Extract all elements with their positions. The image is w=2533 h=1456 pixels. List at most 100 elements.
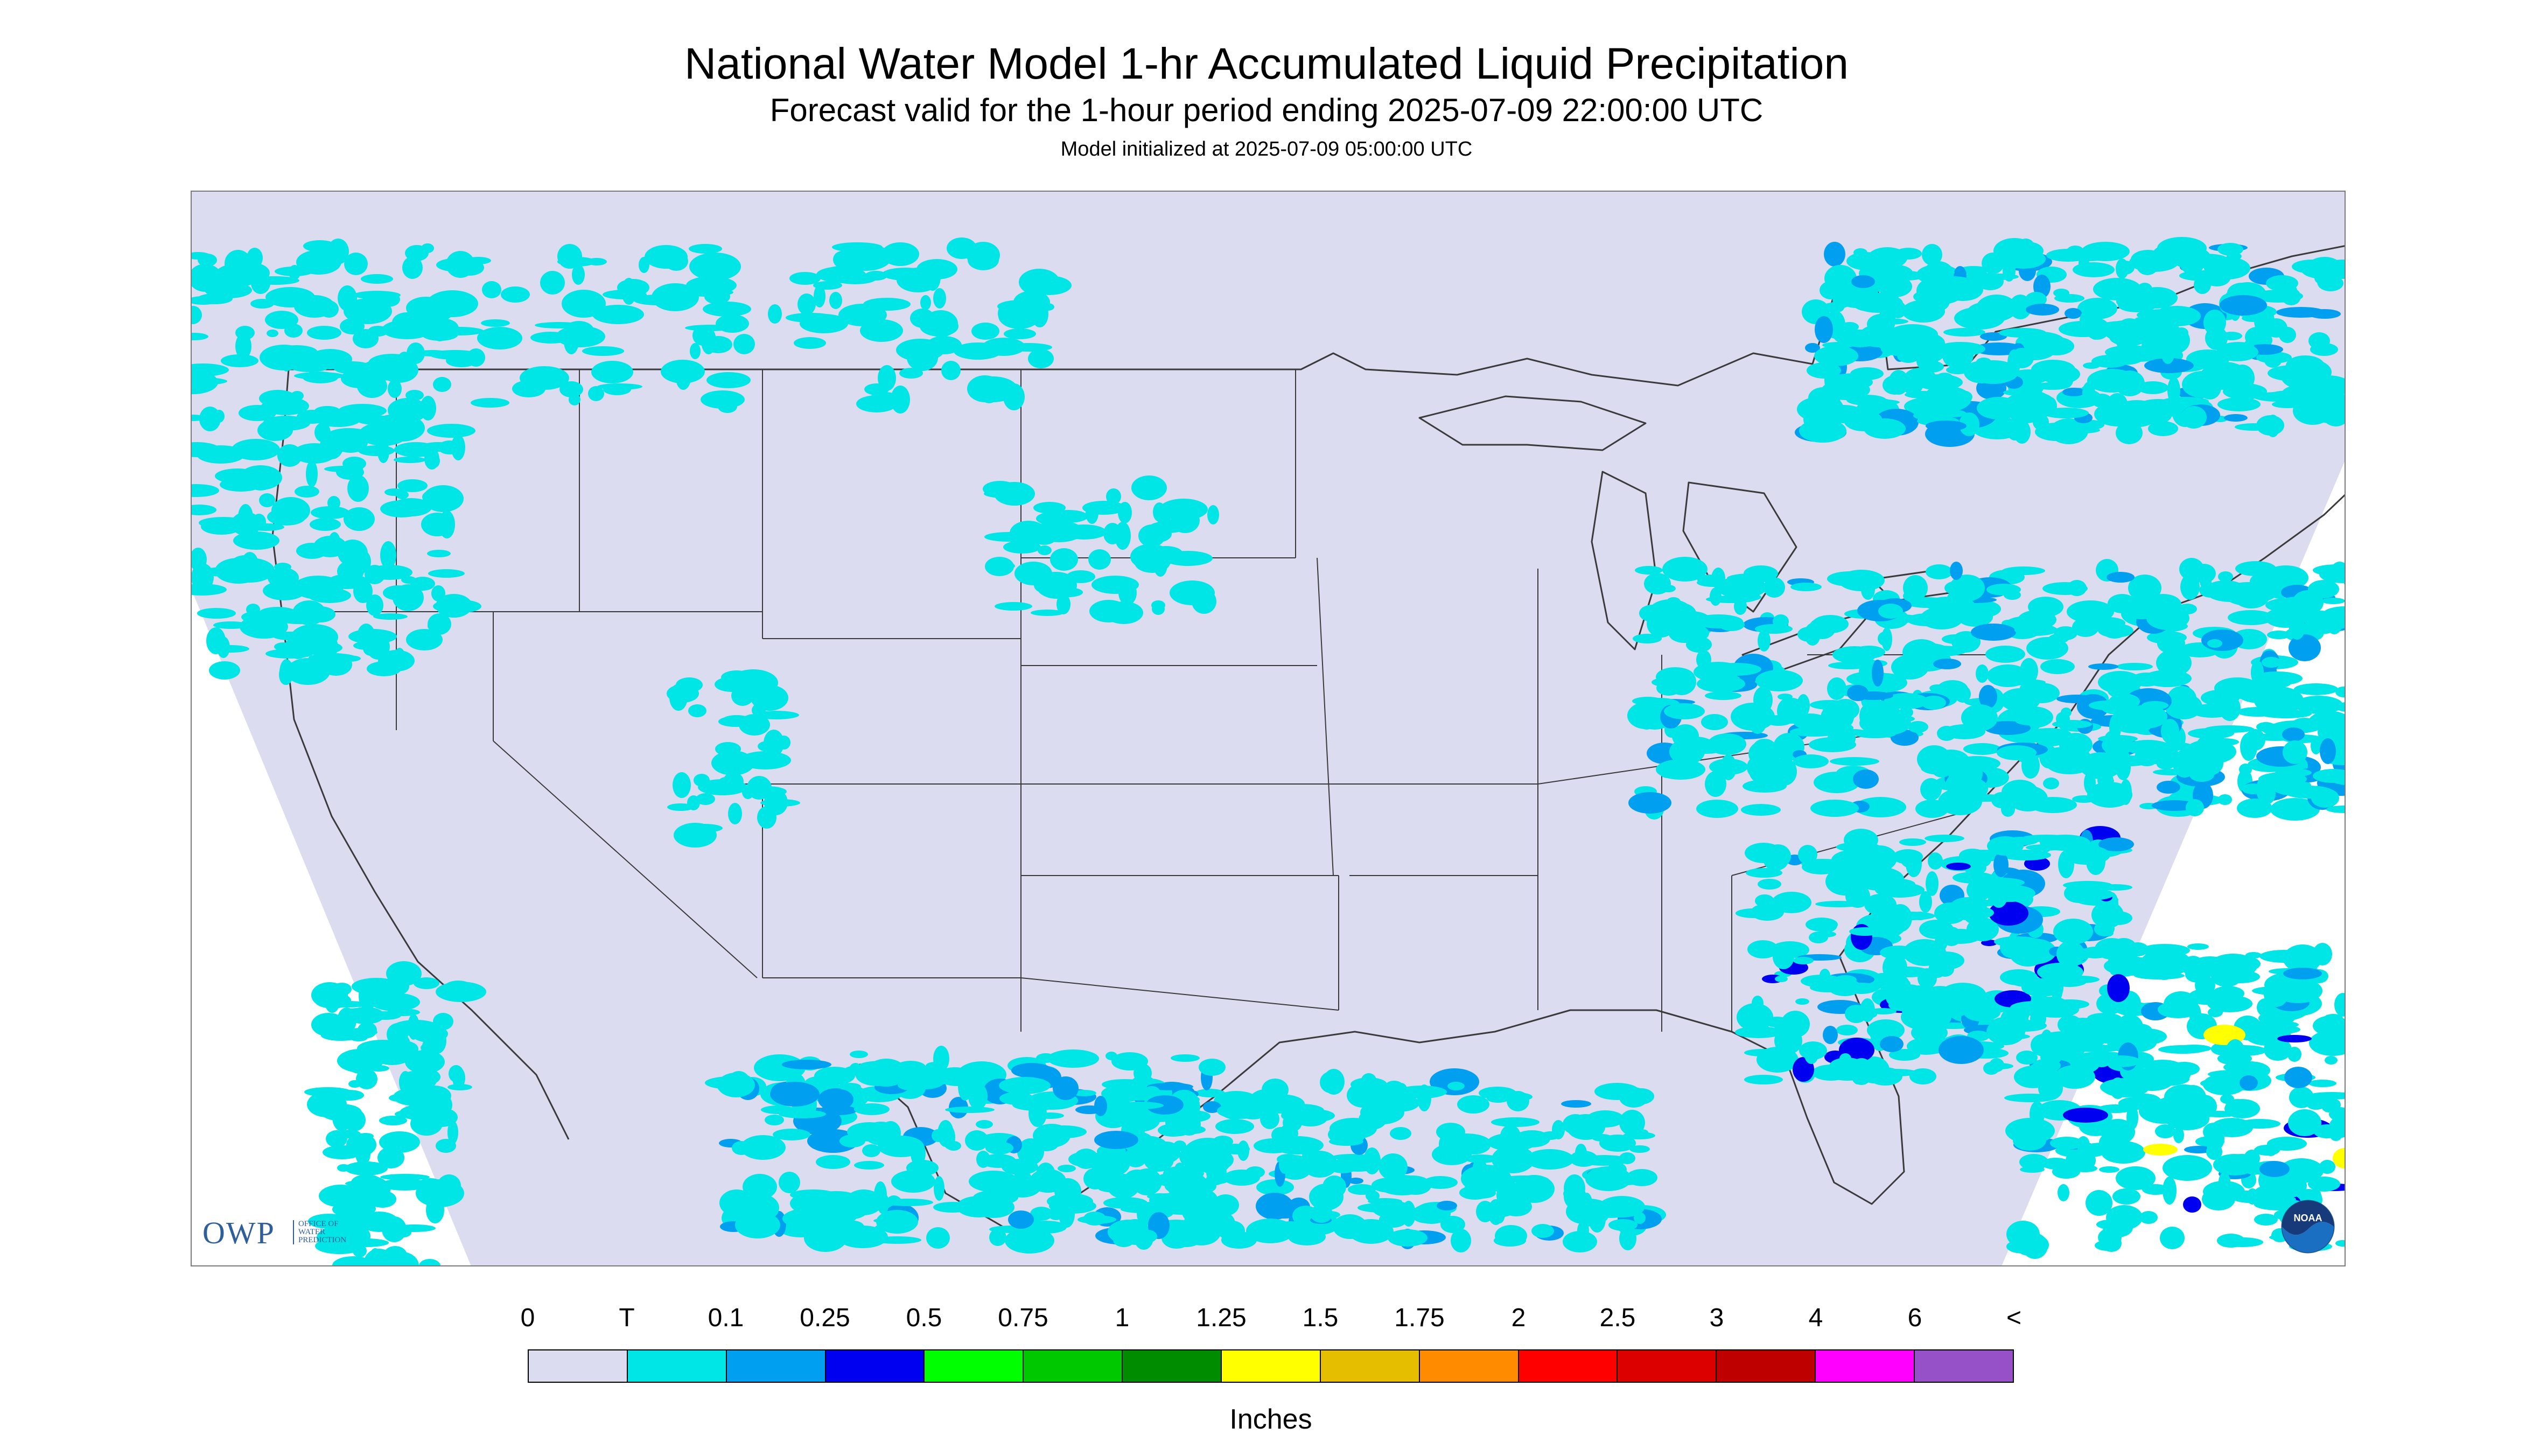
precip-cell <box>1531 1224 1554 1238</box>
precip-cell <box>2052 1165 2080 1179</box>
precip-cell <box>920 295 931 310</box>
precip-cell <box>367 565 412 580</box>
precip-cell <box>1094 1131 1138 1149</box>
precip-cell <box>2124 417 2143 427</box>
precip-cell <box>1104 601 1143 624</box>
precip-cell <box>1747 940 1779 958</box>
precip-cell <box>1379 1153 1408 1180</box>
precip-cell <box>1846 671 1895 687</box>
precip-cell <box>1440 1216 1465 1233</box>
precip-cell <box>2025 292 2047 307</box>
precip-cell <box>1946 772 1978 797</box>
precip-cell <box>816 1155 850 1169</box>
precip-cell <box>2279 327 2296 343</box>
precip-cell <box>361 274 393 284</box>
precip-cell <box>1635 566 1663 575</box>
noaa-logo: NOAA <box>2281 1200 2335 1254</box>
precip-cell <box>1068 1152 1101 1167</box>
precip-cell <box>2320 738 2336 764</box>
precip-cell <box>1390 1127 1411 1140</box>
precip-cell <box>2288 1109 2321 1136</box>
precip-cell <box>1047 1049 1099 1068</box>
precip-cell <box>1199 1059 1226 1076</box>
precip-cell <box>999 1092 1034 1105</box>
precip-cell <box>294 372 345 380</box>
precip-cell <box>2002 566 2045 575</box>
precip-cell <box>1928 852 1943 870</box>
precip-cell <box>1359 1109 1387 1130</box>
precip-cell <box>967 375 1003 402</box>
precip-cell <box>1323 1069 1345 1095</box>
precip-cell <box>1926 564 1953 579</box>
precip-cell <box>1167 522 1196 530</box>
precip-cell <box>1461 1165 1512 1193</box>
precip-cell <box>1880 1036 1904 1052</box>
legend-label: 6 <box>1907 1304 1922 1332</box>
precip-cell <box>1215 1119 1254 1134</box>
precip-cell <box>293 443 336 464</box>
precip-cell <box>1949 575 1985 601</box>
precip-cell <box>1697 675 1745 692</box>
precip-cell <box>1899 838 1926 846</box>
precip-cell <box>481 319 510 327</box>
precip-cell <box>1003 541 1041 554</box>
precip-cell <box>1790 583 1822 591</box>
precip-cell <box>1036 512 1075 526</box>
legend-swatch <box>1816 1350 1915 1382</box>
precip-cell <box>455 260 484 276</box>
precip-cell <box>1871 251 1892 265</box>
precip-cell <box>238 504 253 530</box>
precip-cell <box>1130 1112 1180 1122</box>
precip-cell <box>1828 662 1870 669</box>
precip-cell <box>2313 943 2332 965</box>
precip-cell <box>1849 927 1880 936</box>
precip-cell <box>2136 255 2159 275</box>
precip-cell <box>2059 733 2093 757</box>
precip-cell <box>1310 1205 1333 1223</box>
precip-cell <box>1138 1230 1157 1243</box>
precip-cell <box>1937 726 1956 741</box>
precip-cell <box>1124 1147 1147 1167</box>
precip-cell <box>2003 260 2016 282</box>
precip-cell <box>968 1083 988 1110</box>
precip-cell <box>1491 1117 1540 1127</box>
precip-cell <box>2173 750 2196 778</box>
precip-cell <box>2019 1154 2048 1170</box>
precip-cell <box>1153 1193 1194 1213</box>
precip-cell <box>1864 418 1906 439</box>
precip-cell <box>412 297 454 323</box>
precip-cell <box>1447 1082 1465 1090</box>
precip-cell <box>864 1122 898 1145</box>
precip-cell <box>862 1144 880 1157</box>
precip-cell <box>1888 912 1935 920</box>
precip-cell <box>591 361 633 383</box>
lake-superior <box>1418 395 1647 451</box>
precip-cell <box>869 392 900 406</box>
precip-cell <box>1492 1145 1535 1173</box>
precip-cell <box>716 314 749 333</box>
precip-cell <box>2015 716 2045 725</box>
precip-cell <box>1997 745 2037 760</box>
precip-cell <box>1929 684 1946 692</box>
precip-cell <box>2098 837 2134 851</box>
precip-cell <box>1835 282 1879 308</box>
precip-cell <box>388 380 402 398</box>
precip-cell <box>1830 757 1879 766</box>
precip-cell <box>1177 1113 1201 1136</box>
precip-cell <box>314 406 340 416</box>
precip-cell <box>2106 1205 2143 1230</box>
precip-cell <box>433 599 481 613</box>
precip-cell <box>833 251 851 268</box>
precip-cell <box>2242 783 2264 794</box>
precip-cell <box>340 318 365 334</box>
precip-cell <box>407 342 425 364</box>
precip-cell <box>1003 383 1025 410</box>
precip-cell <box>419 1259 440 1265</box>
precip-cell <box>941 361 961 380</box>
legend-swatch <box>925 1350 1024 1382</box>
precip-cell <box>926 336 962 354</box>
precip-cell <box>1358 1203 1406 1213</box>
precip-cell <box>2209 738 2239 746</box>
precip-cell <box>326 1130 347 1147</box>
precip-cell <box>1323 1175 1346 1198</box>
